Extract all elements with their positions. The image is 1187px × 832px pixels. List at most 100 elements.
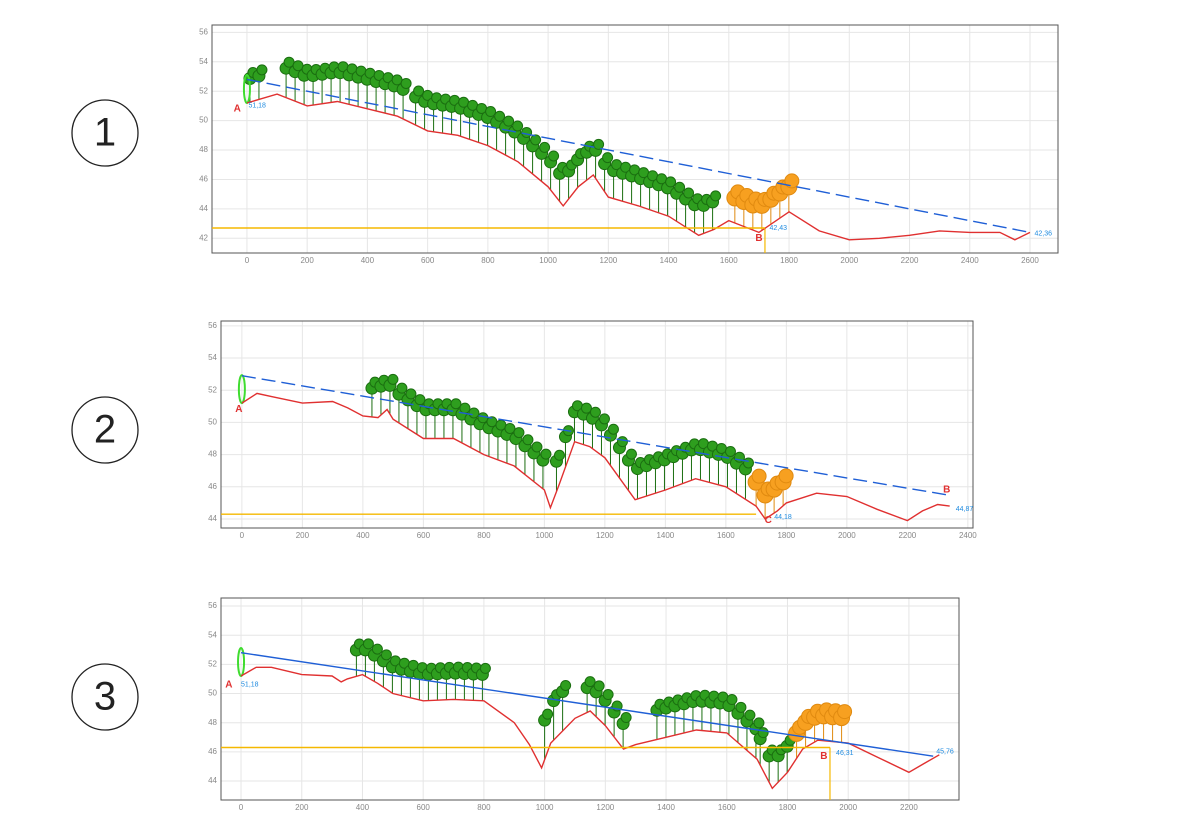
panel-badge bbox=[71, 663, 139, 731]
tree-canopy bbox=[620, 712, 632, 724]
tree-canopy bbox=[292, 60, 304, 72]
annotation: C bbox=[765, 515, 772, 526]
y-tick-label: 54 bbox=[208, 630, 217, 639]
tree-canopy bbox=[371, 643, 383, 655]
x-tick-label: 400 bbox=[356, 803, 370, 812]
x-tick-label: 600 bbox=[421, 256, 435, 265]
tree-canopy bbox=[539, 141, 551, 153]
y-tick-label: 46 bbox=[208, 482, 217, 491]
tree-canopy bbox=[584, 676, 596, 688]
tree-canopy bbox=[405, 388, 417, 400]
x-tick-label: 1400 bbox=[657, 803, 675, 812]
x-tick-label: 1400 bbox=[660, 256, 678, 265]
tree-canopy bbox=[256, 64, 268, 76]
y-tick-label: 52 bbox=[208, 385, 217, 394]
tree-canopy bbox=[468, 407, 480, 419]
y-tick-label: 54 bbox=[199, 57, 208, 66]
tree-canopy bbox=[387, 373, 399, 385]
annotation: A bbox=[225, 679, 232, 690]
x-tick-label: 400 bbox=[356, 531, 370, 540]
x-tick-label: 1000 bbox=[539, 256, 557, 265]
x-tick-label: 2400 bbox=[959, 531, 977, 540]
panel: 1 42 44 46 48 50 52 54 56 0 200 400 600 800 1000 1200 14… bbox=[71, 24, 1059, 265]
x-tick-label: 400 bbox=[361, 256, 375, 265]
annotation: B bbox=[820, 751, 827, 762]
x-tick-label: 1200 bbox=[596, 531, 614, 540]
x-tick-label: 2400 bbox=[961, 256, 979, 265]
tree-canopy bbox=[542, 708, 554, 720]
x-tick-label: 1600 bbox=[717, 531, 735, 540]
tree-canopy bbox=[778, 468, 794, 484]
series-line bbox=[240, 652, 934, 757]
y-tick-label: 48 bbox=[208, 718, 217, 727]
tree-canopy bbox=[512, 120, 524, 132]
tree-canopy bbox=[380, 649, 392, 661]
x-tick-label: 800 bbox=[477, 803, 491, 812]
tree-canopy bbox=[521, 126, 533, 138]
y-tick-label: 44 bbox=[208, 514, 217, 523]
x-tick-label: 0 bbox=[245, 256, 250, 265]
tree-canopy bbox=[593, 680, 605, 692]
y-tick-label: 48 bbox=[208, 450, 217, 459]
tree-canopy bbox=[522, 434, 534, 446]
tree-canopy bbox=[362, 638, 374, 650]
x-tick-label: 1200 bbox=[596, 803, 614, 812]
series-line bbox=[241, 392, 950, 522]
plot-frame bbox=[220, 320, 974, 529]
panel-label: 3 bbox=[94, 675, 116, 719]
annotation: 44,87 bbox=[956, 506, 974, 513]
tree-canopy bbox=[598, 413, 610, 425]
tree-canopy bbox=[683, 187, 695, 199]
tree-canopy bbox=[283, 56, 295, 68]
x-tick-label: 600 bbox=[417, 803, 431, 812]
annotation: 46,31 bbox=[836, 750, 854, 757]
x-tick-label: 800 bbox=[481, 256, 495, 265]
x-tick-label: 1800 bbox=[779, 803, 797, 812]
y-tick-label: 44 bbox=[208, 776, 217, 785]
panel-badge bbox=[71, 99, 139, 167]
tree-canopy bbox=[625, 448, 637, 460]
x-tick-label: 2600 bbox=[1021, 256, 1039, 265]
tree-canopy bbox=[674, 181, 686, 193]
series-line bbox=[240, 666, 940, 790]
annotation: A bbox=[235, 404, 242, 415]
tree-canopy bbox=[589, 406, 601, 418]
tree-canopy bbox=[710, 190, 722, 202]
panel: 2 44 46 48 50 52 54 56 0 200 400 600 800 1000 1200 1400… bbox=[71, 320, 977, 540]
x-tick-label: 2000 bbox=[840, 256, 858, 265]
tree-canopy bbox=[553, 449, 565, 461]
x-tick-label: 1600 bbox=[720, 256, 738, 265]
tree-canopy bbox=[450, 398, 462, 410]
tree-canopy bbox=[602, 689, 614, 701]
tree-canopy bbox=[724, 445, 736, 457]
panel-label: 1 bbox=[94, 111, 116, 155]
x-tick-label: 800 bbox=[477, 531, 491, 540]
annotation: 42,43 bbox=[769, 225, 787, 232]
tree-canopy bbox=[757, 727, 769, 739]
tree-canopy bbox=[477, 412, 489, 424]
x-tick-label: 1600 bbox=[718, 803, 736, 812]
plot-frame bbox=[211, 24, 1059, 254]
tree-canopy bbox=[560, 679, 572, 691]
tree-canopy bbox=[607, 423, 619, 435]
tree-canopy bbox=[530, 134, 542, 146]
y-tick-label: 46 bbox=[208, 747, 217, 756]
tree-canopy bbox=[735, 701, 747, 713]
x-tick-label: 600 bbox=[417, 531, 431, 540]
x-tick-label: 2000 bbox=[839, 803, 857, 812]
tree-canopy bbox=[744, 709, 756, 721]
y-tick-label: 44 bbox=[199, 204, 208, 213]
tree-canopy bbox=[504, 422, 516, 434]
tree-canopy bbox=[837, 704, 853, 720]
y-tick-label: 50 bbox=[199, 116, 208, 125]
y-tick-label: 56 bbox=[208, 321, 217, 330]
tree-canopy bbox=[494, 110, 506, 122]
tree-canopy bbox=[503, 115, 515, 127]
tree-canopy bbox=[665, 176, 677, 188]
tree-canopy bbox=[396, 382, 408, 394]
x-tick-label: 1400 bbox=[656, 531, 674, 540]
x-tick-label: 0 bbox=[239, 803, 244, 812]
x-tick-label: 2200 bbox=[898, 531, 916, 540]
tree-canopy bbox=[602, 152, 614, 164]
